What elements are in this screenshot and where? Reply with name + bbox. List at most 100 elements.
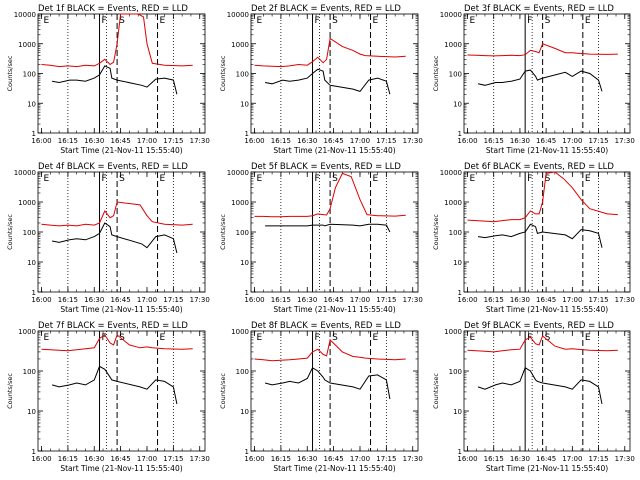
x-tick-label: 17:00: [137, 137, 157, 145]
x-tick-label: 17:15: [376, 137, 396, 145]
x-tick-label: 16:00: [457, 296, 477, 304]
y-tick-label: 100: [236, 368, 249, 376]
plot-frame: [463, 13, 631, 134]
interval-marker-label: E: [469, 333, 475, 343]
series-events-line: [51, 365, 178, 405]
interval-marker-label: E: [44, 16, 50, 26]
plot-frame: [250, 330, 419, 452]
y-axis-label: Counts/sec: [432, 214, 440, 250]
x-axis-label: Start Time (21-Nov-11 15:55:40): [273, 464, 395, 473]
x-tick-label: 17:00: [562, 137, 582, 145]
interval-marker-label: S: [332, 333, 338, 343]
plot-frame: [463, 171, 631, 293]
y-tick-label: 10000: [227, 11, 249, 19]
x-axis-label: Start Time (21-Nov-11 15:55:40): [486, 464, 608, 473]
y-tick-label: 1000: [444, 328, 462, 336]
x-tick-label: 17:00: [350, 137, 370, 145]
x-axis-label: Start Time (21-Nov-11 15:55:40): [486, 146, 608, 155]
x-tick-label: 16:00: [31, 137, 51, 145]
x-tick-label: 17:00: [562, 455, 582, 463]
x-axis-label: Start Time (21-Nov-11 15:55:40): [60, 305, 182, 314]
chart-panel: Det 1f BLACK = Events, RED = LLD 1 10 100 10…: [6, 4, 210, 155]
x-tick-label: 17:30: [615, 455, 635, 463]
y-tick-label: 10000: [14, 169, 36, 177]
interval-marker-label: F: [102, 333, 107, 343]
interval-marker-label: S: [545, 174, 551, 184]
series-events-line: [477, 69, 603, 92]
chart-panel: Det 3f BLACK = Events, RED = LLD 1 10 100 10…: [432, 4, 635, 155]
y-tick-label: 10000: [227, 169, 249, 177]
interval-marker-label: E: [469, 16, 475, 26]
series-events-line: [477, 223, 603, 248]
y-tick-label: 100: [449, 368, 462, 376]
x-tick-label: 16:45: [324, 137, 344, 145]
chart-panel: Det 8f BLACK = Events, RED = LLD 1 10 100 10…: [219, 321, 423, 473]
y-axis-label: Counts/sec: [432, 373, 440, 409]
x-tick-label: 16:30: [510, 296, 530, 304]
x-tick-label: 17:30: [403, 137, 423, 145]
x-tick-label: 16:45: [324, 455, 344, 463]
chart-title: Det 5f BLACK = Events, RED = LLD: [251, 162, 401, 172]
chart-panel: Det 5f BLACK = Events, RED = LLD 1 10 100 10…: [219, 162, 423, 314]
x-tick-label: 16:30: [84, 137, 104, 145]
chart-panel: Det 2f BLACK = Events, RED = LLD 1 10 100 10…: [219, 4, 423, 155]
interval-marker-label: S: [119, 16, 125, 26]
interval-marker-label: S: [545, 333, 551, 343]
series-events-line: [265, 223, 391, 233]
x-tick-label: 17:00: [350, 455, 370, 463]
x-tick-label: 17:15: [588, 137, 608, 145]
interval-marker-label: E: [585, 333, 591, 343]
chart-title: Det 1f BLACK = Events, RED = LLD: [38, 4, 188, 14]
x-tick-label: 17:30: [403, 296, 423, 304]
x-tick-label: 17:15: [163, 455, 183, 463]
series-lld-line: [254, 172, 406, 218]
x-tick-label: 16:15: [271, 296, 291, 304]
y-tick-label: 10000: [14, 11, 36, 19]
x-axis-label: Start Time (21-Nov-11 15:55:40): [486, 305, 608, 314]
y-tick-label: 10: [240, 408, 249, 416]
y-tick-label: 1000: [444, 199, 462, 207]
y-tick-label: 1000: [18, 41, 36, 49]
y-tick-label: 10: [453, 100, 462, 108]
y-tick-label: 10: [453, 408, 462, 416]
x-tick-label: 17:00: [137, 455, 157, 463]
chart-panel: Det 9f BLACK = Events, RED = LLD 1 10 100 10…: [432, 321, 635, 473]
x-tick-label: 16:45: [324, 296, 344, 304]
x-tick-label: 16:00: [244, 455, 264, 463]
interval-marker-label: S: [332, 174, 338, 184]
plot-frame: [37, 171, 206, 293]
y-tick-label: 1: [245, 289, 249, 297]
series-lld-line: [41, 201, 193, 227]
series-events-line: [265, 68, 391, 95]
interval-marker-label: E: [373, 333, 379, 343]
chart-panel: Det 7f BLACK = Events, RED = LLD 1 10 100 10…: [6, 321, 210, 473]
x-tick-label: 17:15: [588, 296, 608, 304]
interval-marker-label: E: [373, 16, 379, 26]
y-tick-label: 100: [23, 368, 36, 376]
y-axis-label: Counts/sec: [219, 373, 227, 409]
chart-title: Det 9f BLACK = Events, RED = LLD: [464, 321, 614, 331]
chart-title: Det 2f BLACK = Events, RED = LLD: [251, 4, 401, 14]
x-tick-label: 16:30: [297, 455, 317, 463]
y-tick-label: 100: [449, 229, 462, 237]
y-tick-label: 1: [245, 448, 249, 456]
series-events-line: [52, 65, 178, 95]
y-axis-label: Counts/sec: [432, 55, 440, 91]
x-tick-label: 17:30: [615, 137, 635, 145]
interval-marker-label: E: [257, 16, 263, 26]
x-tick-label: 16:30: [510, 455, 530, 463]
y-tick-label: 1: [32, 130, 36, 138]
interval-marker-label: F: [315, 174, 320, 184]
x-tick-label: 16:30: [84, 296, 104, 304]
chart-title: Det 3f BLACK = Events, RED = LLD: [464, 4, 614, 14]
y-tick-label: 100: [236, 71, 249, 79]
plot-frame: [37, 330, 206, 452]
interval-marker-label: E: [469, 174, 475, 184]
series-events-line: [264, 367, 391, 400]
interval-marker-label: S: [119, 333, 125, 343]
chart-title: Det 8f BLACK = Events, RED = LLD: [251, 321, 401, 331]
x-tick-label: 17:15: [376, 296, 396, 304]
interval-marker-label: E: [585, 16, 591, 26]
chart-title: Det 6f BLACK = Events, RED = LLD: [464, 162, 614, 172]
